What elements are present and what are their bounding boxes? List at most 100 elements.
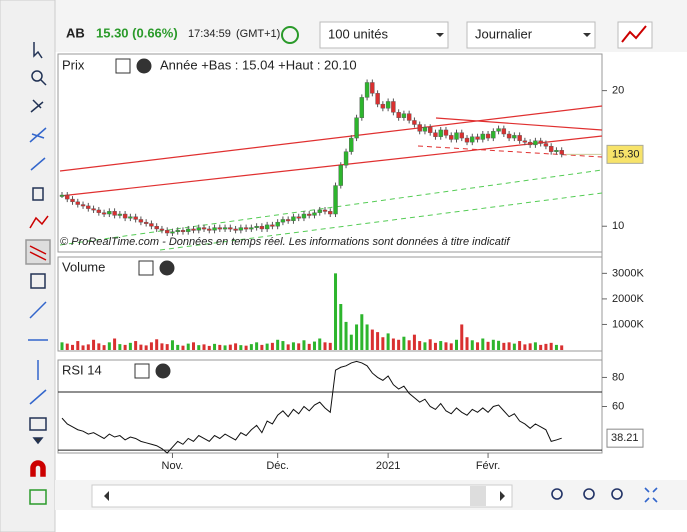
candle (101, 212, 107, 215)
volume-bar (76, 341, 80, 350)
volume-bar (533, 342, 537, 350)
timer-icon[interactable] (281, 26, 299, 44)
candle (312, 212, 317, 216)
close[interactable] (159, 260, 175, 276)
candle (59, 194, 65, 197)
candle (385, 101, 391, 109)
text-tool[interactable] (30, 273, 46, 289)
volume-bar (92, 339, 96, 350)
cursor-tool[interactable] (33, 42, 43, 59)
volume-bar (65, 343, 69, 350)
volume-bar (518, 341, 522, 350)
scrollbar[interactable] (91, 484, 513, 508)
volume-bar (449, 343, 453, 350)
close[interactable] (155, 363, 171, 379)
volume-bar (507, 342, 511, 350)
volume-bar (123, 344, 127, 350)
candle (449, 135, 454, 140)
candle (122, 213, 128, 219)
segment-tool[interactable] (30, 157, 46, 171)
candle (186, 228, 191, 232)
volume-bar (102, 345, 106, 350)
volume-bar (176, 344, 180, 350)
rsi-last-label: 38.21 (611, 432, 639, 444)
maximize[interactable] (115, 58, 131, 74)
candle (370, 82, 375, 94)
volume-bar (349, 334, 353, 350)
close[interactable] (136, 58, 152, 74)
copyright: © ProRealTime.com - Données en temps rée… (60, 236, 510, 248)
candle (470, 136, 475, 143)
candle (438, 129, 443, 137)
drawn-lines (59, 105, 603, 251)
volume-bar (386, 333, 390, 350)
quantity-select[interactable] (319, 21, 449, 49)
magnet-tool[interactable] (30, 460, 46, 477)
panel-buttons (115, 58, 175, 379)
x-tick-label: Déc. (266, 460, 289, 472)
volume-bar (433, 342, 437, 350)
volume-bar (134, 341, 138, 350)
volume-bar (355, 324, 359, 350)
candle (170, 231, 175, 234)
volume-bar (465, 337, 469, 350)
volume-bar (118, 344, 122, 350)
zoom-in[interactable] (611, 488, 623, 500)
candle (517, 135, 522, 141)
settings-tool[interactable] (30, 99, 44, 113)
delete-tool[interactable] (32, 187, 44, 201)
volume-bar (391, 338, 395, 350)
volume-bar (323, 342, 327, 350)
volume-bar (281, 341, 285, 350)
candle (175, 230, 180, 233)
candle (280, 219, 286, 223)
candle (238, 227, 244, 231)
candle (275, 221, 280, 227)
volume-bar (60, 342, 64, 350)
candle (475, 136, 480, 140)
channel-tool[interactable] (25, 239, 51, 265)
volume-bar (486, 341, 490, 350)
trend-tool[interactable] (29, 215, 49, 229)
volume-bar (291, 342, 295, 350)
ray-tool[interactable] (29, 301, 47, 319)
zoom-out[interactable] (583, 488, 595, 500)
candle (333, 185, 338, 215)
volume-bar (397, 339, 401, 350)
zoom-auto[interactable] (551, 488, 563, 500)
volume-bar (228, 344, 232, 350)
candle (270, 224, 275, 227)
candle (217, 227, 223, 230)
order-tool[interactable] (29, 489, 47, 505)
indicator-button[interactable] (617, 21, 653, 49)
candle (491, 131, 496, 139)
zoom-tool[interactable] (31, 70, 43, 82)
volume-bar (328, 342, 332, 350)
candle (96, 209, 102, 213)
dropdown-arrow (436, 33, 444, 37)
candle (128, 216, 133, 219)
period-select[interactable] (466, 21, 596, 49)
maximize[interactable] (138, 260, 154, 276)
scroll-thumb[interactable] (470, 486, 486, 506)
volume-bar (139, 344, 143, 350)
rect-tool[interactable] (29, 417, 47, 431)
candle (343, 151, 349, 166)
candle (349, 137, 354, 152)
candle (296, 216, 301, 219)
volume-bar (86, 344, 90, 350)
maximize[interactable] (134, 363, 150, 379)
y-tick-label: 3000K (612, 267, 644, 279)
fullscreen[interactable] (644, 487, 658, 503)
last-price-label: 15.30 (612, 148, 640, 160)
volume-bar (186, 343, 190, 350)
candle (138, 219, 144, 223)
line-tool[interactable] (29, 127, 47, 143)
volume-bar (213, 343, 217, 350)
volume-bar (365, 324, 369, 350)
candle (554, 150, 559, 152)
volume-bar (234, 343, 238, 350)
candle (496, 128, 501, 132)
candle (328, 211, 333, 215)
fib-tool[interactable] (29, 389, 47, 405)
